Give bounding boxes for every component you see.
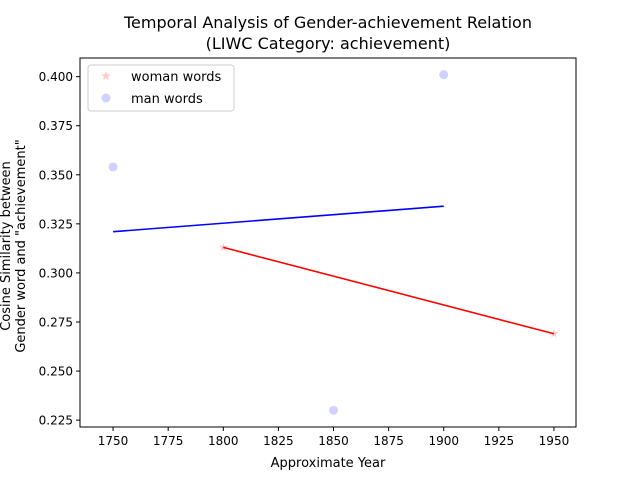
plot-area: 1750 1775 1800 1825 1850 1875 1900 1925 1950 0.22… — [39, 57, 577, 448]
x-tick-label: 1850 — [318, 434, 349, 448]
y-axis-label-line1: Cosine Similarity between — [0, 161, 14, 331]
x-tick-label: 1825 — [263, 434, 294, 448]
data-point-man-words — [329, 405, 339, 415]
x-tick-label: 1900 — [428, 434, 459, 448]
legend-marker-man-words — [101, 93, 111, 103]
x-axis-label: Approximate Year — [271, 456, 386, 471]
chart-title-line2: (LIWC Category: achievement) — [206, 34, 451, 53]
data-point-man-words — [439, 70, 449, 80]
trend-line-woman-words — [223, 246, 555, 335]
chart-title-line1: Temporal Analysis of Gender-achievement … — [123, 13, 532, 32]
legend-marker-woman-words — [101, 71, 111, 81]
x-tick-label: 1750 — [98, 434, 129, 448]
y-tick-label: 0.350 — [39, 168, 73, 182]
legend: woman words man words — [87, 64, 235, 112]
axes-frame — [79, 57, 577, 428]
x-tick-label: 1925 — [484, 434, 515, 448]
legend-label-woman-words: woman words — [131, 70, 222, 85]
y-tick-label: 0.300 — [39, 266, 73, 280]
trend-line-man-words — [113, 205, 444, 233]
data-point-woman-words — [219, 242, 228, 252]
y-axis-label-line2: Gender word and "achievement" — [14, 139, 29, 352]
y-tick-label: 0.225 — [39, 414, 73, 428]
y-tick-label: 0.375 — [39, 119, 73, 133]
x-tick-label: 1800 — [208, 434, 239, 448]
y-axis-label: Cosine Similarity between Gender word an… — [0, 139, 29, 352]
data-point-man-words — [108, 162, 118, 172]
x-tick-label: 1875 — [373, 434, 404, 448]
x-tick-label: 1950 — [539, 434, 570, 448]
x-tick-label: 1775 — [153, 434, 184, 448]
y-tick-label: 0.325 — [39, 217, 73, 231]
y-tick-label: 0.250 — [39, 365, 73, 379]
y-tick-label: 0.275 — [39, 315, 73, 329]
y-tick-label: 0.400 — [39, 70, 73, 84]
legend-box — [87, 64, 235, 112]
legend-label-man-words: man words — [131, 92, 203, 107]
